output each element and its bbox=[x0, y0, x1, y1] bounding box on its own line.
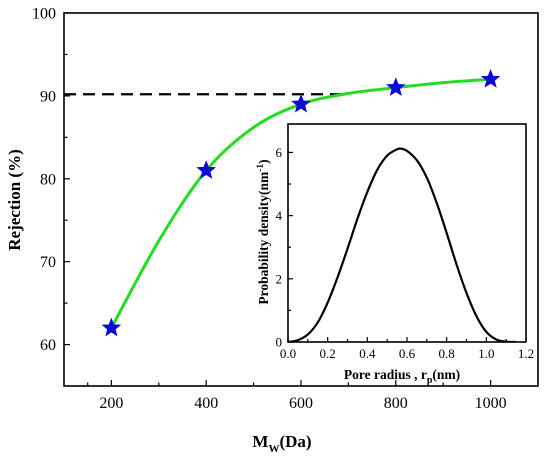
x-axis-title: MW(Da) bbox=[252, 432, 311, 455]
data-point-star bbox=[196, 160, 217, 179]
inset-x-tick-label: 0.8 bbox=[439, 346, 455, 361]
inset-axis-ticks: 0.0 0.2 0.4 0.6 0.8 1.0 1.2 0 2 4 6 bbox=[276, 145, 535, 361]
inset-plot-frame bbox=[287, 123, 527, 343]
main-series-group bbox=[64, 68, 501, 337]
inset-y-tick-label: 0 bbox=[276, 335, 283, 350]
main-x-tick-label: 200 bbox=[99, 395, 123, 412]
main-y-tick-label: 100 bbox=[32, 6, 56, 23]
inset-x-tick-label: 0.6 bbox=[399, 346, 416, 361]
main-x-tick-label: 600 bbox=[289, 395, 313, 412]
fit-curve bbox=[110, 77, 491, 329]
inset-y-tick-label: 4 bbox=[276, 208, 283, 223]
y-axis-title: Rejection (%) bbox=[5, 149, 24, 251]
inset-x-axis-title: Pore radius , rp(nm) bbox=[344, 367, 460, 386]
data-point-star bbox=[291, 93, 311, 113]
main-x-tick-label: 1000 bbox=[475, 395, 507, 412]
inset-y-axis-title: Probability density(nm-1) bbox=[256, 159, 271, 304]
inset-y-tick-label: 6 bbox=[276, 145, 283, 160]
inset-x-tick-label: 0.0 bbox=[280, 346, 296, 361]
data-point-star bbox=[101, 317, 122, 337]
inset-y-tick-label: 2 bbox=[276, 271, 283, 286]
inset-series-group bbox=[288, 147, 517, 342]
main-y-tick-label: 80 bbox=[40, 171, 56, 188]
data-point-star bbox=[480, 68, 501, 88]
pore-size-distribution-curve bbox=[288, 147, 517, 342]
inset-x-tick-label: 1.0 bbox=[478, 346, 494, 361]
main-y-tick-label: 90 bbox=[40, 88, 56, 105]
inset-x-tick-label: 0.4 bbox=[359, 346, 376, 361]
main-x-tick-label: 400 bbox=[194, 395, 218, 412]
data-point-star bbox=[385, 77, 406, 96]
main-y-tick-label: 70 bbox=[40, 254, 56, 271]
main-y-tick-label: 60 bbox=[40, 337, 56, 354]
inset-x-tick-label: 0.2 bbox=[320, 346, 336, 361]
inset-x-tick-label: 1.2 bbox=[518, 346, 534, 361]
main-x-tick-label: 800 bbox=[384, 395, 408, 412]
